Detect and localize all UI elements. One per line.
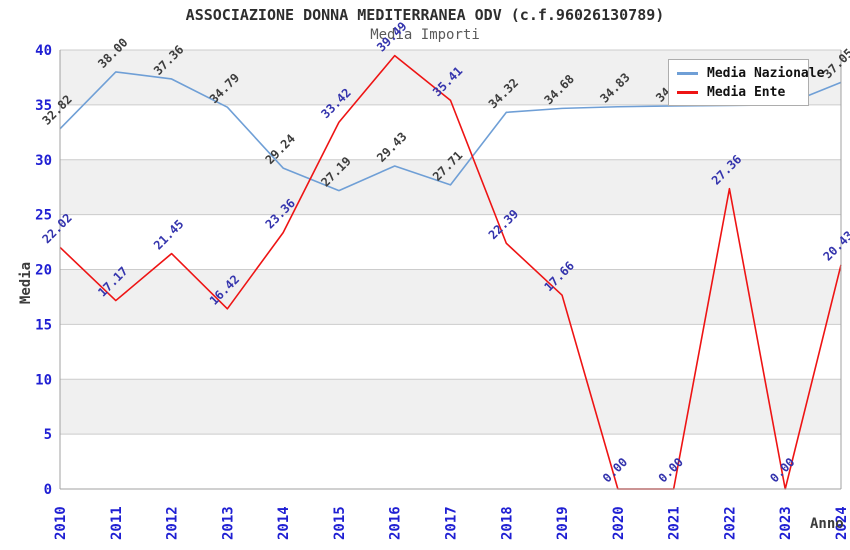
x-tick-label: 2015 bbox=[332, 506, 348, 540]
chart-subtitle: Media Importi bbox=[370, 27, 480, 43]
band bbox=[60, 379, 841, 435]
legend-swatch-media-nazionale bbox=[677, 72, 698, 75]
x-tick-label: 2017 bbox=[444, 506, 460, 540]
y-tick-label: 15 bbox=[35, 317, 52, 333]
y-tick-label: 30 bbox=[35, 153, 52, 169]
y-tick-label: 0 bbox=[44, 482, 52, 498]
legend-label-media-nazionale: Media Nazionale bbox=[707, 66, 825, 81]
series-line-1 bbox=[59, 54, 842, 490]
x-tick-label: 2012 bbox=[165, 506, 181, 540]
y-axis-title: Media bbox=[18, 262, 34, 304]
chart-title: ASSOCIAZIONE DONNA MEDITERRANEA ODV (c.f… bbox=[185, 6, 665, 24]
x-tick-label: 2010 bbox=[53, 506, 69, 540]
legend-swatch-media-ente bbox=[677, 91, 698, 94]
x-tick-label: 2011 bbox=[109, 506, 125, 540]
legend: Media Nazionale Media Ente bbox=[668, 59, 824, 106]
y-tick-label: 35 bbox=[35, 98, 52, 114]
x-tick-label: 2014 bbox=[276, 506, 292, 540]
x-tick-label: 2016 bbox=[388, 506, 404, 540]
x-tick-label: 2013 bbox=[220, 506, 236, 540]
x-tick-label: 2024 bbox=[834, 506, 850, 540]
value-label-series-1: 39.49 bbox=[374, 19, 409, 54]
value-label-series-1: 0.00 bbox=[656, 455, 686, 485]
y-tick-label: 20 bbox=[35, 263, 52, 279]
legend-item-media-nazionale: Media Nazionale bbox=[677, 67, 824, 80]
value-label-series-1: 21.45 bbox=[151, 217, 186, 252]
y-tick-label: 40 bbox=[35, 43, 52, 59]
x-tick-label: 2022 bbox=[722, 506, 738, 540]
value-label-series-1: 20.43 bbox=[820, 228, 850, 263]
x-tick-label: 2021 bbox=[667, 506, 683, 540]
y-tick-label: 5 bbox=[44, 427, 52, 443]
y-tick-label: 25 bbox=[35, 208, 52, 224]
x-axis-title: Anno bbox=[810, 516, 844, 532]
y-tick-label: 10 bbox=[35, 372, 52, 388]
x-tick-label: 2019 bbox=[555, 506, 571, 540]
legend-label-media-ente: Media Ente bbox=[707, 85, 786, 100]
legend-item-media-ente: Media Ente bbox=[677, 86, 800, 99]
band bbox=[60, 159, 841, 215]
x-tick-label: 2018 bbox=[499, 506, 515, 540]
x-tick-label: 2020 bbox=[611, 506, 627, 540]
x-tick-label: 2023 bbox=[778, 506, 794, 540]
band bbox=[60, 269, 841, 325]
